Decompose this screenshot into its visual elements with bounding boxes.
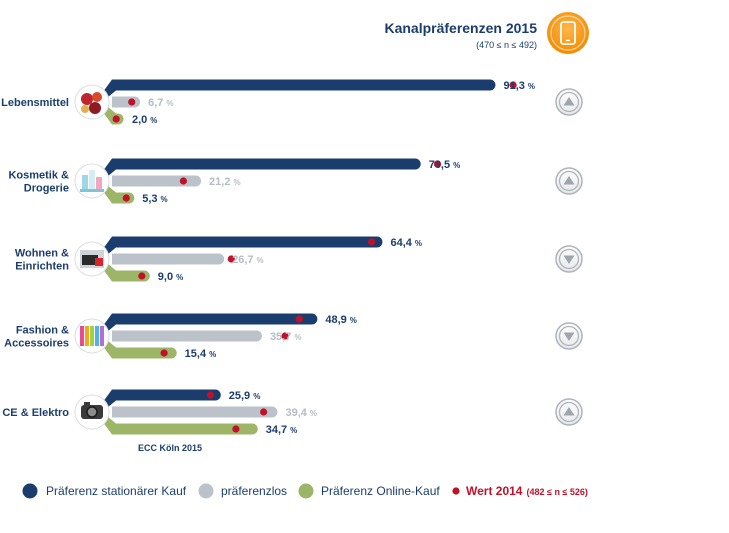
bar-online [100, 259, 150, 282]
legend-label: Präferenz Online-Kauf [321, 484, 440, 498]
bar-online [100, 336, 177, 359]
trend-up-icon [555, 88, 583, 116]
category-label: Lebensmittel [1, 97, 69, 109]
chart-source: ECC Köln 2015 [138, 443, 202, 453]
legend-swatch [198, 483, 214, 499]
fashion-icon [74, 318, 110, 354]
bar-stationaer [100, 389, 221, 412]
data-label: 9,0% [158, 271, 183, 283]
chart-title: Kanalpräferenzen 2015 [384, 20, 537, 36]
category-row: CE & Elektro 25,9 % 39,4 % 34,7% [2, 389, 583, 436]
data-label: 73,5% [429, 159, 461, 171]
category-label: Kosmetik & [8, 170, 69, 182]
data-label: 39,4% [285, 407, 317, 419]
data-label: 2,0% [132, 114, 157, 126]
data-label: 91,3% [503, 80, 535, 92]
marker-2014 [295, 315, 303, 323]
marker-2014 [433, 160, 442, 168]
marker-2014 [122, 194, 130, 202]
bar-online [100, 412, 258, 435]
bar-praeferenzlos [112, 406, 278, 418]
category-row: Wohnen &Einrichten 64,4 % 26,7 % 9,0% [15, 236, 583, 283]
category-label: Einrichten [15, 261, 69, 273]
marker-2014 [367, 238, 376, 246]
category-row: Kosmetik &Drogerie 73,5 % 21,2 % 5,3% [8, 158, 583, 205]
trend-up-icon [555, 398, 583, 426]
bar-praeferenzlos [112, 96, 141, 108]
marker-2014 [138, 272, 146, 280]
category-row: Lebensmittel 91,3 % 6,7 % 2,0% [1, 79, 583, 126]
trend-down-icon [555, 322, 583, 350]
marker-2014 [232, 425, 240, 433]
category-label: Fashion & [16, 325, 69, 337]
legend-marker [452, 487, 460, 495]
trend-down-icon [555, 245, 583, 273]
data-label: 6,7% [148, 97, 173, 109]
data-label: 48,9% [325, 314, 357, 326]
bar-stationaer [100, 313, 318, 336]
bar-praeferenzlos [112, 175, 202, 187]
marker-2014 [509, 81, 517, 89]
category-label: CE & Elektro [2, 407, 69, 419]
data-label: 64,4% [390, 237, 422, 249]
data-label: 21,2% [209, 176, 241, 188]
chart-legend: Präferenz stationärer Kauf präferenzlos Pr… [22, 483, 588, 499]
data-label: 25,9% [229, 390, 261, 402]
marker-2014 [160, 349, 168, 357]
marker-2014 [260, 408, 268, 416]
category-label: Drogerie [24, 183, 69, 195]
marker-2014 [179, 177, 187, 185]
category-row: Fashion &Accessoires 48,9 % 35,7 % 15,4% [4, 313, 583, 360]
legend-swatch [22, 483, 38, 499]
marker-2014 [227, 255, 235, 263]
legend-online: Präferenz Online-Kauf [298, 483, 440, 499]
data-label: 35,7% [270, 331, 302, 343]
trend-up-icon [555, 167, 583, 195]
data-label: 34,7% [266, 424, 298, 436]
data-label: 26,7% [232, 254, 264, 266]
furniture-icon [74, 241, 110, 277]
marker-2014 [112, 115, 120, 123]
bar-stationaer [100, 79, 496, 102]
legend-label: Präferenz stationärer Kauf [46, 484, 187, 498]
cosmetics-icon [74, 163, 110, 199]
category-label: Wohnen & [15, 248, 69, 260]
legend-praeferenzlos: präferenzlos [198, 483, 287, 499]
marker-2014 [281, 332, 289, 340]
marker-2014 [206, 391, 214, 399]
chart-subtitle: (470 ≤ n ≤ 492) [476, 40, 537, 50]
bar-praeferenzlos [112, 253, 225, 265]
bar-praeferenzlos [112, 330, 262, 342]
bar-stationaer [100, 236, 383, 259]
groceries-icon [74, 84, 110, 120]
legend-swatch [298, 483, 314, 499]
data-label: 15,4% [185, 348, 217, 360]
legend-label: Wert 2014 (482 ≤ n ≤ 526) [466, 484, 588, 498]
camera-icon [74, 394, 110, 430]
marker-2014 [128, 98, 136, 106]
legend-stationaer: Präferenz stationärer Kauf [22, 483, 187, 499]
legend-label: präferenzlos [221, 484, 287, 498]
bar-stationaer [100, 158, 421, 181]
smartphone-icon [547, 12, 589, 54]
data-label: 5,3% [142, 193, 167, 205]
legend-wert-2014: Wert 2014 (482 ≤ n ≤ 526) [452, 484, 588, 498]
category-label: Accessoires [4, 338, 69, 350]
